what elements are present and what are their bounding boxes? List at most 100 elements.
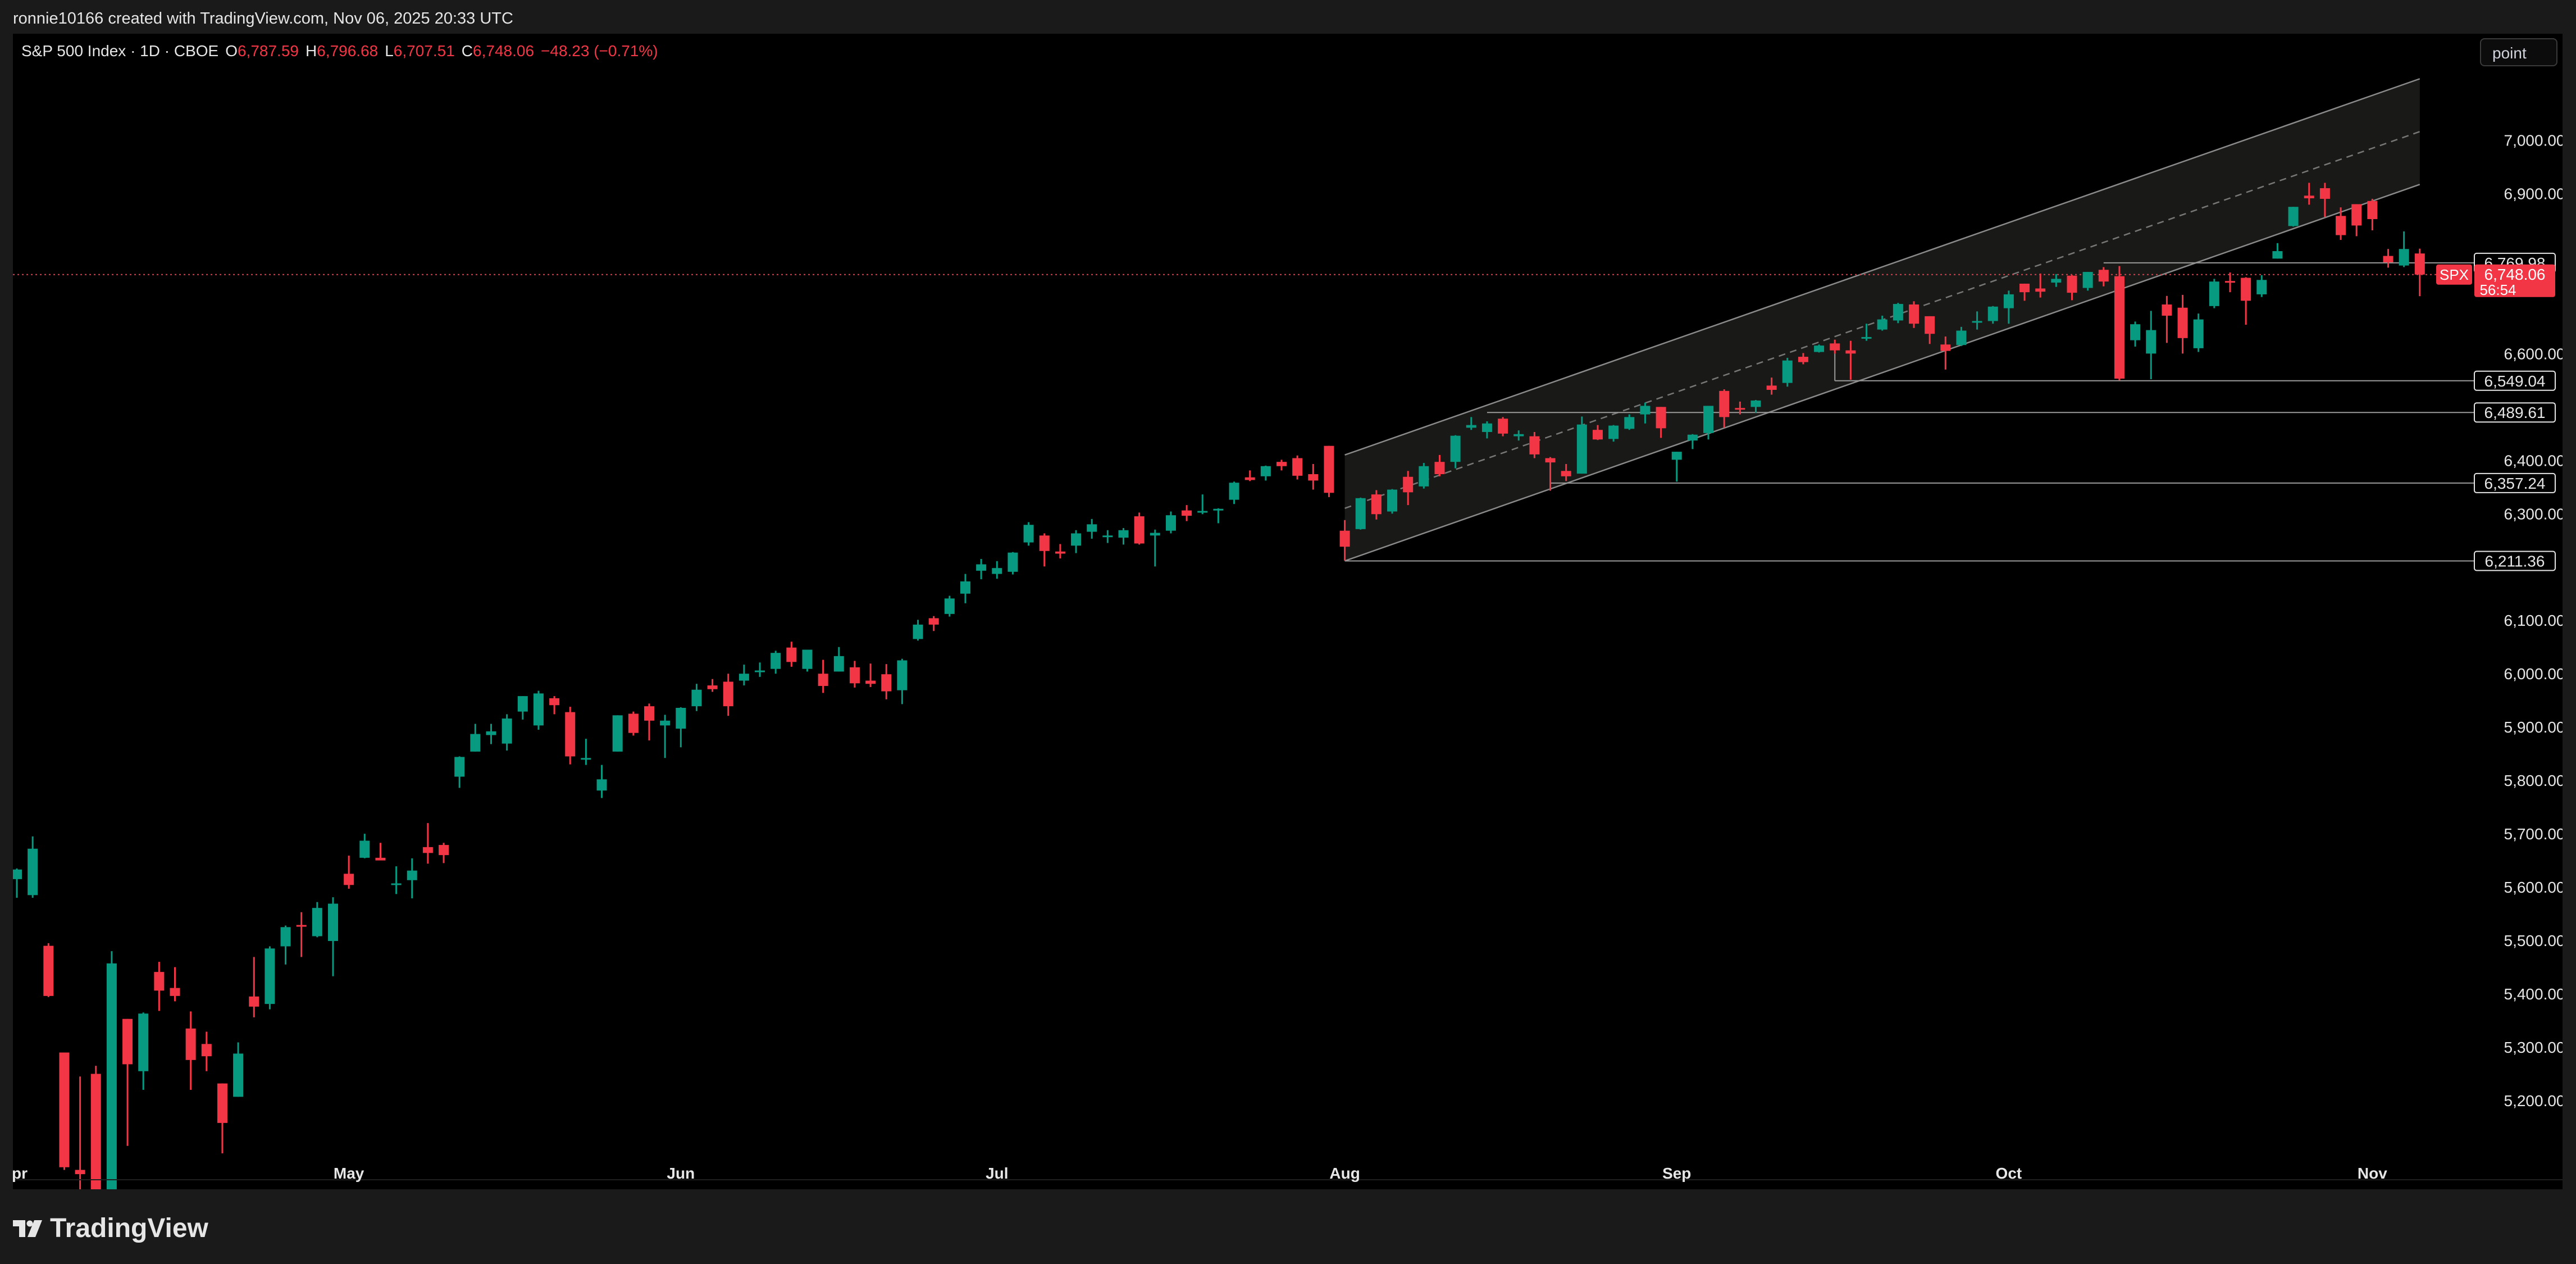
candle (1292, 455, 1303, 480)
candle-body (217, 1083, 227, 1123)
candle (755, 662, 765, 677)
candle (1703, 406, 1714, 440)
candle-body (1593, 430, 1603, 440)
y-tick-label: 5,800.00 (2504, 772, 2563, 789)
candle (2193, 313, 2204, 352)
candle (1481, 421, 1492, 439)
tradingview-logo[interactable]: TradingView (13, 1213, 208, 1244)
candle-body (1814, 345, 1825, 352)
candle (1434, 454, 1445, 476)
candle-body (2288, 207, 2299, 226)
candle-body (170, 988, 180, 996)
level-price-tag-label: 6,549.04 (2484, 372, 2546, 390)
candle-body (1845, 350, 1856, 354)
candle-body (2241, 278, 2251, 301)
candle (391, 866, 402, 894)
candle (43, 943, 54, 997)
candle (1940, 336, 1951, 370)
candle (707, 679, 718, 692)
candle (1403, 471, 1414, 506)
candle (1956, 326, 1967, 347)
candle (581, 739, 591, 765)
candle (1165, 511, 1176, 534)
level-price-tag (2474, 370, 2556, 391)
candle (233, 1042, 244, 1097)
candle (1055, 544, 1065, 559)
x-tick-label: May (334, 1165, 364, 1182)
candle-body (1055, 551, 1065, 554)
candle-body (1102, 535, 1113, 538)
candle (1134, 512, 1145, 545)
candle (1308, 463, 1319, 490)
candle (501, 714, 512, 751)
candle-body (1545, 458, 1556, 463)
candlestick-chart[interactable]: 5,200.00 5,300.00 5,400.00 5,500.00 5,600.00… (13, 34, 2563, 1189)
candle-body (1893, 304, 1903, 321)
candle (2383, 249, 2393, 268)
candle (897, 658, 908, 704)
candle (612, 715, 623, 752)
candle (913, 620, 923, 641)
candle-body (612, 715, 623, 752)
chart-area[interactable]: 5,200.00 5,300.00 5,400.00 5,500.00 5,600.00… (13, 34, 2563, 1189)
last-price-value: 6,748.06 (2484, 266, 2546, 283)
candle (1529, 431, 1540, 458)
candle (170, 967, 180, 1002)
candle (1324, 445, 1334, 497)
y-tick-label: 6,100.00 (2504, 612, 2563, 629)
candle (2336, 207, 2346, 240)
y-tick-label: 5,900.00 (2504, 719, 2563, 736)
candle-body (1308, 474, 1319, 481)
candle (1798, 353, 1808, 365)
y-tick-label: 6,000.00 (2504, 665, 2563, 683)
candle-body (2177, 307, 2188, 338)
candle-body (2351, 204, 2362, 226)
tradingview-logo-icon (13, 1220, 42, 1237)
candle-body (439, 845, 449, 856)
candle (1766, 378, 1777, 395)
candle-body (296, 925, 307, 927)
candle-body (565, 712, 576, 757)
candle-body (1972, 321, 1982, 323)
candle-body (2114, 276, 2124, 379)
candle (1039, 533, 1050, 567)
scale-mode-button[interactable]: point (2480, 38, 2557, 66)
candle-body (1656, 407, 1666, 429)
candle (1782, 357, 1793, 387)
candle-body (818, 674, 828, 686)
candle-body (1766, 385, 1777, 390)
candle-body (1608, 425, 1619, 439)
credit-text: ronnie10166 created with TradingView.com… (13, 10, 513, 28)
candle (359, 834, 370, 858)
candle (249, 957, 259, 1017)
candle-body (1956, 330, 1967, 345)
candle (723, 674, 733, 716)
candle-body (122, 1019, 133, 1065)
y-tick-label: 5,300.00 (2504, 1039, 2563, 1056)
candle (2177, 294, 2188, 354)
y-tick-label: 5,600.00 (2504, 879, 2563, 896)
candle (1276, 460, 1287, 471)
candle (691, 684, 702, 711)
candle (1640, 402, 1651, 424)
candle (833, 647, 844, 672)
candle-body (691, 689, 702, 707)
candle (1719, 389, 1730, 428)
ohlc-legend: S&P 500 Index · 1D · CBOE O6,787.59 H6,7… (21, 42, 658, 60)
legend-close-label: C (461, 42, 473, 60)
candle-body (75, 1170, 85, 1175)
candle-body (786, 647, 797, 662)
candle (1814, 344, 1825, 353)
candle (1987, 306, 1998, 324)
last-price-tag (2474, 264, 2555, 297)
candle (944, 595, 955, 617)
candle (849, 661, 860, 688)
candle (1419, 463, 1429, 489)
candle-body (501, 719, 512, 744)
candle-body (517, 696, 528, 712)
candle (1450, 435, 1461, 469)
candle-body (865, 680, 876, 684)
candle (2304, 183, 2314, 205)
candle-body (59, 1052, 70, 1167)
candle-body (407, 870, 417, 880)
